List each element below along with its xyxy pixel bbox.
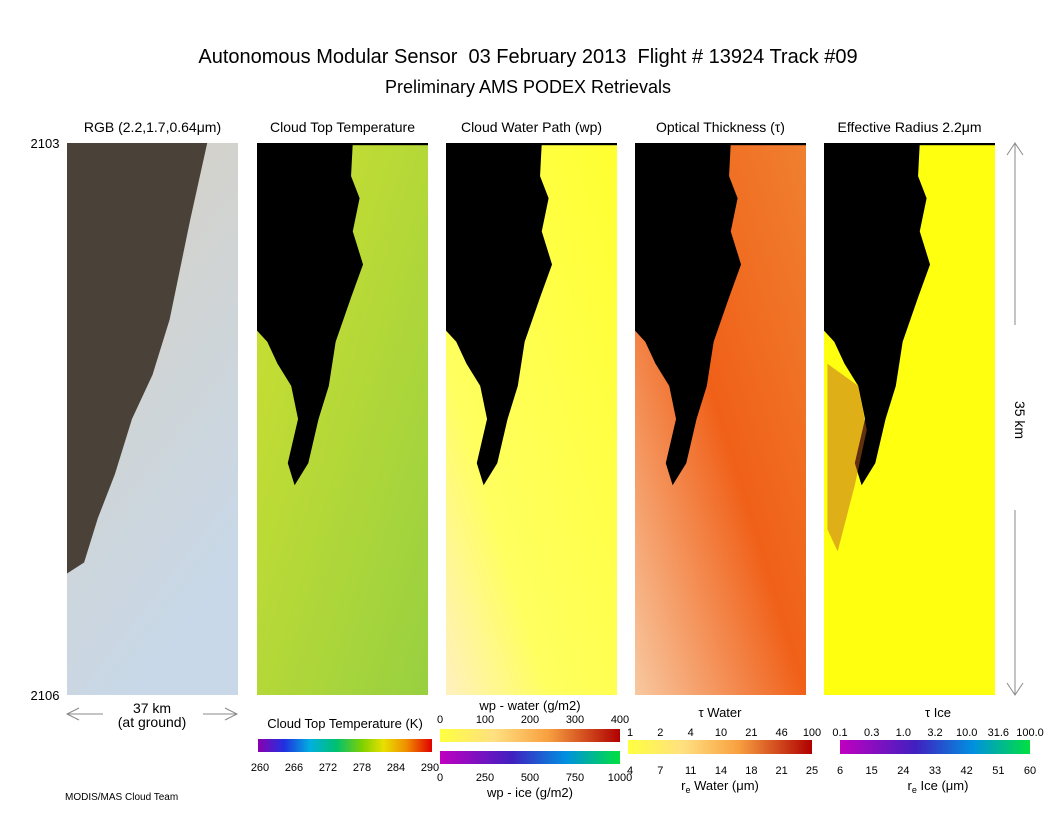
colorbar-tick-label: 10	[715, 727, 727, 739]
label-part: r	[681, 778, 686, 793]
colorbar-label: Cloud Top Temperature (K)	[267, 716, 423, 731]
panel-title: RGB (2.2,1.7,0.64μm)	[84, 119, 221, 135]
top-border	[824, 143, 995, 146]
label-part: Ice (μm)	[917, 778, 969, 793]
credit: MODIS/MAS Cloud Team	[65, 792, 178, 803]
colorbar-tick-label: 1.0	[896, 727, 911, 739]
colorbar-tick-label: 100	[476, 714, 494, 726]
no-retrieval	[446, 143, 553, 486]
colorbar-tick-label: 272	[319, 762, 337, 774]
colorbar-tick-label: 400	[611, 714, 629, 726]
colorbar-tick-label: 7	[657, 765, 663, 777]
scale-arrows	[65, 142, 1024, 721]
edge-band	[827, 363, 867, 552]
colorbar-tick-label: 51	[992, 765, 1004, 777]
colorbar-tick-label: 3.2	[927, 727, 942, 739]
colorbar-tick-label: 266	[285, 762, 303, 774]
colorbar-label: τ Ice	[925, 705, 951, 720]
colorbar-tick-label: 21	[745, 727, 757, 739]
no-retrieval	[635, 143, 742, 486]
panel-title: Cloud Top Temperature	[270, 119, 415, 135]
top-border	[257, 143, 428, 146]
colorbar-tick-label: 0.3	[864, 727, 879, 739]
cross-track-scale: 37 km	[133, 700, 171, 716]
panel-image	[446, 143, 617, 695]
colorbar-tick-label: 100	[803, 727, 821, 739]
top-border	[446, 143, 617, 146]
colorbar-tick-label: 290	[421, 762, 439, 774]
no-retrieval	[824, 143, 931, 486]
colorbar-tick-label: 500	[521, 772, 539, 784]
colorbar-label: re Water (μm)	[681, 778, 759, 795]
colorbar-tick-label: 250	[476, 772, 494, 784]
colorbar-tick-label: 18	[745, 765, 757, 777]
colorbar	[258, 739, 432, 752]
colorbar-tick-label: 33	[929, 765, 941, 777]
colorbar-tick-label: 0.1	[832, 727, 847, 739]
colorbar-tick-label: 25	[806, 765, 818, 777]
colorbar-tick-label: 0	[437, 772, 443, 784]
colorbar-label: wp - ice (g/m2)	[486, 785, 573, 800]
label-part: e	[685, 785, 690, 795]
colorbar-tick-label: 60	[1024, 765, 1036, 777]
cloud-shadow	[67, 143, 208, 574]
panel-title: Cloud Water Path (wp)	[461, 119, 602, 135]
colorbar-tick-label: 42	[961, 765, 973, 777]
colorbar-tick-label: 200	[521, 714, 539, 726]
scan-label: 2103	[31, 136, 60, 151]
colorbar	[440, 751, 620, 764]
title: Autonomous Modular Sensor 03 February 20…	[198, 46, 857, 68]
colorbar-tick-label: 100.0	[1016, 727, 1044, 739]
top-border	[635, 143, 806, 146]
colorbar-label: wp - water (g/m2)	[478, 698, 580, 713]
colorbar-tick-label: 278	[353, 762, 371, 774]
scan-label: 2106	[31, 688, 60, 703]
colorbar-label: τ Water	[699, 705, 743, 720]
colorbar-tick-label: 2	[657, 727, 663, 739]
colorbar-label: re Ice (μm)	[908, 778, 969, 795]
colorbar-tick-label: 21	[776, 765, 788, 777]
label-part: r	[908, 778, 913, 793]
colorbar	[840, 740, 1030, 754]
no-retrieval	[257, 143, 364, 486]
panel-image	[824, 143, 995, 695]
colorbar-tick-label: 31.6	[988, 727, 1009, 739]
colorbar	[440, 729, 620, 742]
panel-title: Effective Radius 2.2μm	[838, 119, 982, 135]
colorbar-tick-label: 15	[866, 765, 878, 777]
colorbar	[628, 740, 812, 754]
colorbar-tick-label: 0	[437, 714, 443, 726]
subtitle: Preliminary AMS PODEX Retrievals	[385, 77, 671, 97]
colorbar-tick-label: 6	[837, 765, 843, 777]
colorbar-tick-label: 10.0	[956, 727, 977, 739]
cross-track-note: (at ground)	[118, 714, 186, 730]
panel-title: Optical Thickness (τ)	[656, 119, 785, 135]
colorbar-tick-label: 24	[897, 765, 909, 777]
colorbar-tick-label: 300	[566, 714, 584, 726]
colorbar-tick-label: 46	[776, 727, 788, 739]
colorbar-tick-label: 260	[251, 762, 269, 774]
along-track-scale: 35 km	[1012, 401, 1028, 439]
label-part: Water (μm)	[690, 778, 758, 793]
label-part: e	[912, 785, 917, 795]
panel-image	[635, 143, 806, 695]
colorbar-tick-label: 14	[715, 765, 727, 777]
colorbar-tick-label: 4	[627, 765, 633, 777]
colorbar-tick-label: 11	[685, 765, 696, 777]
colorbar-tick-label: 4	[688, 727, 694, 739]
colorbar-tick-label: 284	[387, 762, 405, 774]
colorbar-tick-label: 1000	[608, 772, 632, 784]
panel-image	[257, 143, 428, 695]
colorbar-tick-label: 750	[566, 772, 584, 784]
panel-image	[67, 143, 238, 695]
colorbar-tick-label: 1	[627, 727, 633, 739]
